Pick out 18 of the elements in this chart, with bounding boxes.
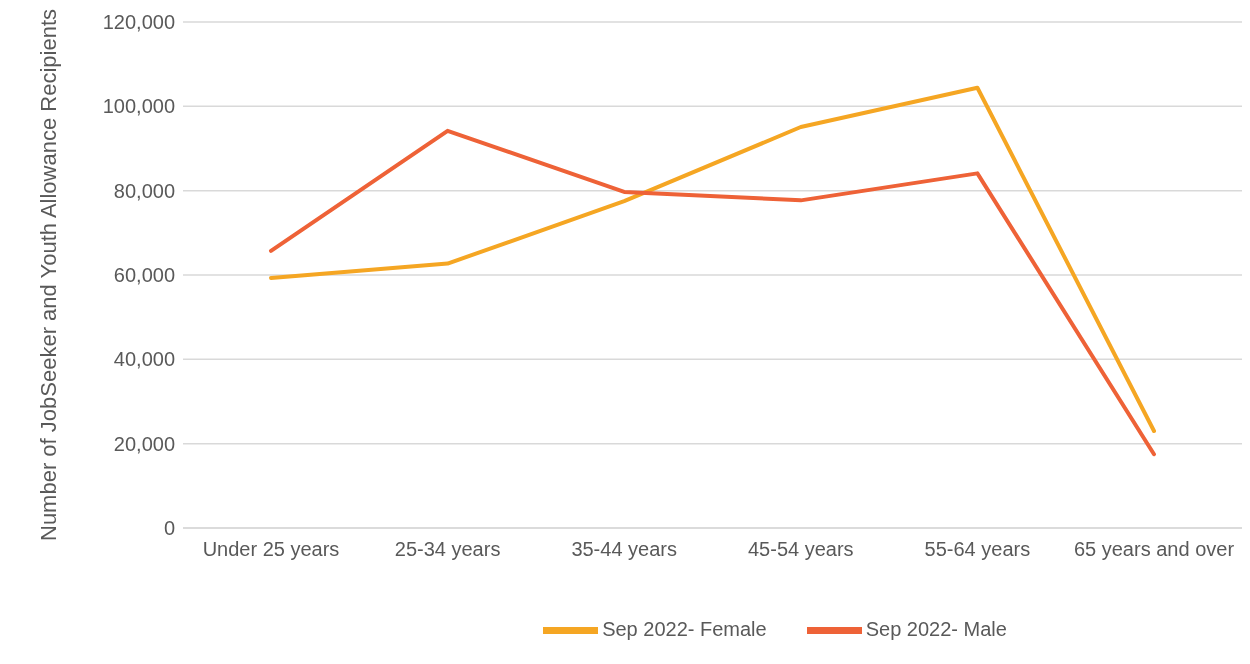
x-tick-label: 65 years and over bbox=[1073, 538, 1235, 561]
legend-label: Sep 2022- Male bbox=[865, 617, 1007, 640]
y-tick-label: 120,000 bbox=[102, 11, 175, 34]
x-tick-label: Under 25 years bbox=[202, 538, 340, 561]
y-tick-label: 0 bbox=[163, 517, 175, 540]
x-tick-label: 25-34 years bbox=[394, 538, 501, 561]
x-tick-label: 35-44 years bbox=[571, 538, 678, 561]
y-tick-label: 40,000 bbox=[113, 348, 175, 371]
x-tick-label: 55-64 years bbox=[924, 538, 1031, 561]
x-tick-label: 45-54 years bbox=[747, 538, 854, 561]
y-tick-label: 60,000 bbox=[113, 264, 175, 287]
legend-label: Sep 2022- Female bbox=[602, 617, 767, 640]
y-tick-label: 100,000 bbox=[102, 95, 175, 118]
line-series bbox=[269, 85, 1156, 434]
y-tick-label: 80,000 bbox=[113, 179, 175, 202]
y-axis-title: Number of JobSeeker and Youth Allowance Recipients bbox=[35, 8, 61, 542]
line-series bbox=[269, 128, 1156, 457]
y-tick-label: 20,000 bbox=[113, 432, 175, 455]
